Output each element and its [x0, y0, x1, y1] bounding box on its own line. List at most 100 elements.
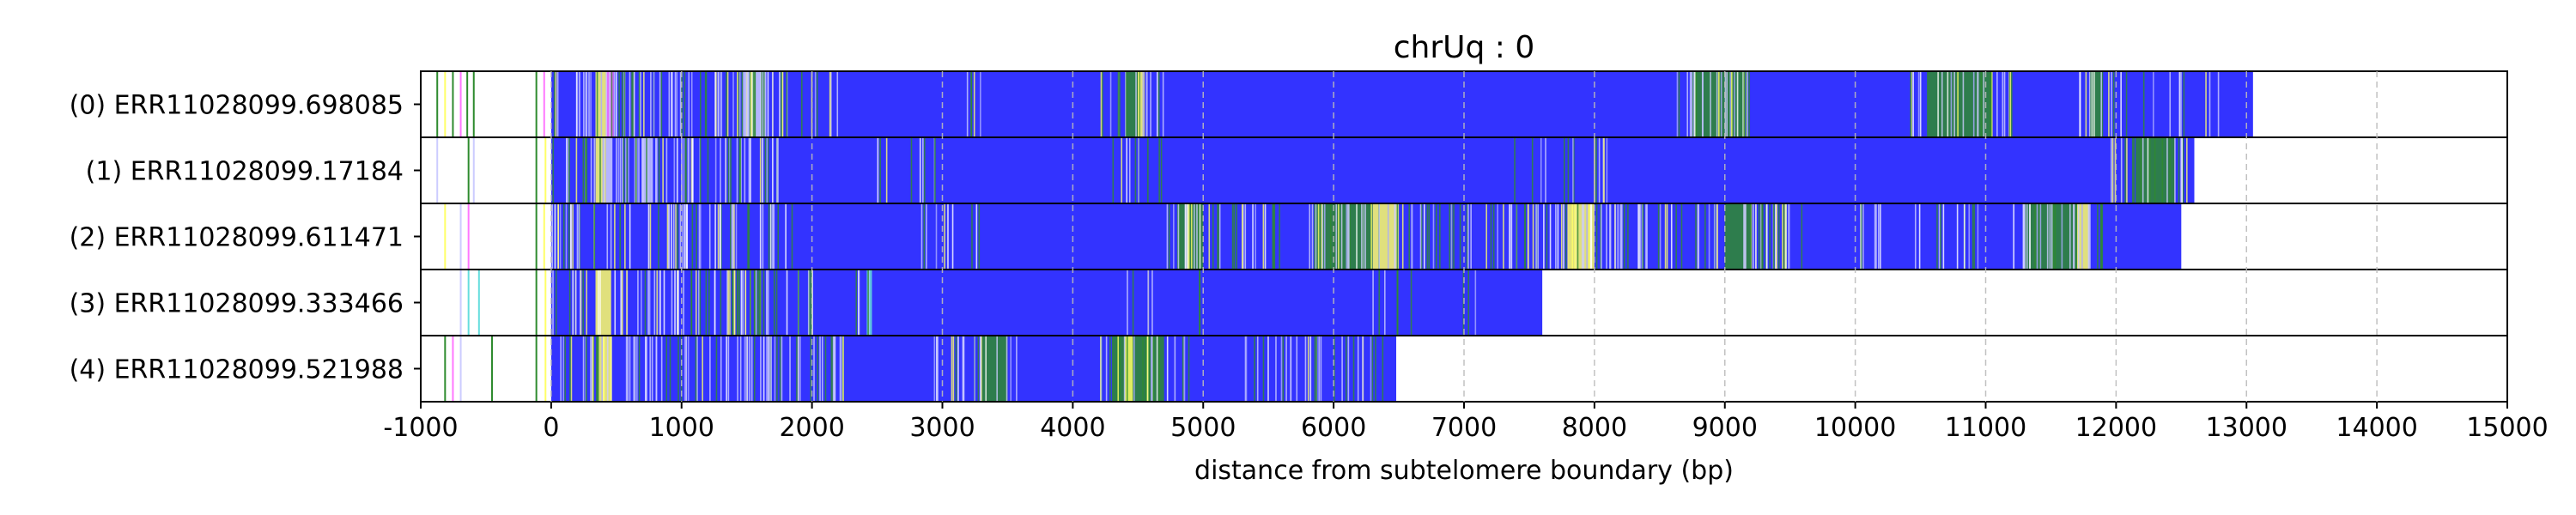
- variant-stripe: [2085, 72, 2087, 136]
- variant-stripe: [603, 336, 605, 401]
- variant-stripe: [1769, 204, 1771, 269]
- variant-stripe: [622, 270, 623, 335]
- variant-stripe: [2100, 72, 2103, 136]
- variant-stripe: [683, 72, 686, 136]
- variant-stripe: [2174, 138, 2176, 203]
- variant-stripe: [597, 336, 599, 401]
- variant-stripe: [683, 270, 684, 335]
- variant-stripe: [638, 72, 641, 136]
- variant-stripe: [737, 270, 738, 335]
- variant-stripe: [1594, 138, 1595, 203]
- variant-stripe: [674, 72, 677, 136]
- variant-stripe: [580, 270, 582, 335]
- variant-stripe: [750, 72, 752, 136]
- variant-stripe: [1713, 204, 1716, 269]
- variant-stripe: [1747, 72, 1748, 136]
- variant-stripe: [621, 72, 623, 136]
- variant-stripe: [659, 270, 661, 335]
- variant-stripe: [1125, 72, 1127, 136]
- variant-stripe: [1627, 204, 1629, 269]
- variant-stripe: [646, 138, 647, 203]
- variant-stripe: [1938, 204, 1941, 269]
- variant-stripe: [698, 270, 700, 335]
- variant-stripe: [1726, 72, 1728, 136]
- variant-stripe: [671, 270, 673, 335]
- variant-stripe: [762, 72, 765, 136]
- variant-stripe: [1657, 204, 1660, 269]
- variant-stripe: [1121, 138, 1123, 203]
- variant-stripe: [727, 270, 730, 335]
- variant-stripe: [681, 138, 683, 203]
- variant-stripe: [768, 270, 769, 335]
- variant-stripe: [832, 336, 835, 401]
- variant-stripe: [578, 72, 580, 136]
- variant-stripe: [933, 336, 936, 401]
- variant-stripe: [1621, 204, 1623, 269]
- variant-stripe: [1968, 204, 1971, 269]
- variant-stripe: [690, 138, 693, 203]
- variant-stripe: [1514, 138, 1516, 203]
- variant-stripe: [1638, 204, 1641, 269]
- variant-stripe: [1637, 204, 1639, 269]
- variant-stripe: [2205, 72, 2207, 136]
- variant-stripe: [1166, 336, 1169, 401]
- variant-stripe: [1148, 336, 1150, 401]
- variant-stripe: [583, 72, 585, 136]
- variant-stripe: [560, 336, 562, 401]
- variant-stripe: [1609, 204, 1611, 269]
- variant-stripe: [685, 336, 687, 401]
- variant-stripe: [781, 72, 784, 136]
- variant-stripe: [720, 204, 721, 269]
- variant-stripe: [1133, 336, 1135, 401]
- variant-stripe: [671, 204, 672, 269]
- variant-stripe: [910, 138, 913, 203]
- variant-stripe: [1311, 204, 1314, 269]
- variant-stripe: [720, 270, 722, 335]
- variant-stripe: [1119, 336, 1121, 401]
- variant-stripe: [637, 270, 639, 335]
- variant-stripe: [922, 138, 924, 203]
- variant-stripe: [1290, 336, 1292, 401]
- variant-stripe: [2114, 138, 2117, 203]
- variant-stripe: [746, 336, 749, 401]
- variant-stripe: [2181, 138, 2183, 203]
- variant-stripe: [1396, 204, 1399, 269]
- variant-stripe: [2026, 204, 2028, 269]
- variant-stripe: [727, 336, 730, 401]
- variant-stripe: [2093, 72, 2095, 136]
- variant-stripe: [692, 138, 694, 203]
- variant-stripe: [1563, 138, 1565, 203]
- variant-stripe: [619, 138, 622, 203]
- variant-stripe: [659, 72, 661, 136]
- variant-stripe: [741, 72, 744, 136]
- x-tick-label: 8000: [1562, 413, 1627, 443]
- variant-stripe: [699, 204, 702, 269]
- variant-stripe: [2153, 72, 2154, 136]
- variant-stripe: [1619, 204, 1621, 269]
- variant-stripe: [2097, 204, 2099, 269]
- variant-stripe: [626, 270, 628, 335]
- variant-stripe: [677, 270, 679, 335]
- variant-stripe: [1919, 72, 1922, 136]
- variant-stripe: [629, 72, 631, 136]
- variant-stripe: [647, 270, 650, 335]
- variant-stripe: [811, 270, 812, 335]
- variant-stripe: [592, 336, 594, 401]
- pre-boundary-mark: [467, 204, 470, 269]
- variant-stripe: [605, 72, 608, 136]
- x-tick-label: 12000: [2075, 413, 2157, 443]
- variant-stripe: [1750, 204, 1752, 269]
- variant-stripe: [1126, 138, 1128, 203]
- variant-band: [605, 138, 613, 203]
- variant-stripe: [1736, 72, 1739, 136]
- variant-stripe: [773, 270, 775, 335]
- variant-stripe: [2034, 204, 2036, 269]
- variant-stripe: [1718, 72, 1720, 136]
- variant-stripe: [690, 270, 693, 335]
- variant-band: [1724, 204, 1752, 269]
- variant-stripe: [625, 336, 628, 401]
- variant-stripe: [2052, 204, 2055, 269]
- variant-stripe: [1146, 72, 1148, 136]
- variant-stripe: [2140, 138, 2142, 203]
- variant-stripe: [2111, 72, 2112, 136]
